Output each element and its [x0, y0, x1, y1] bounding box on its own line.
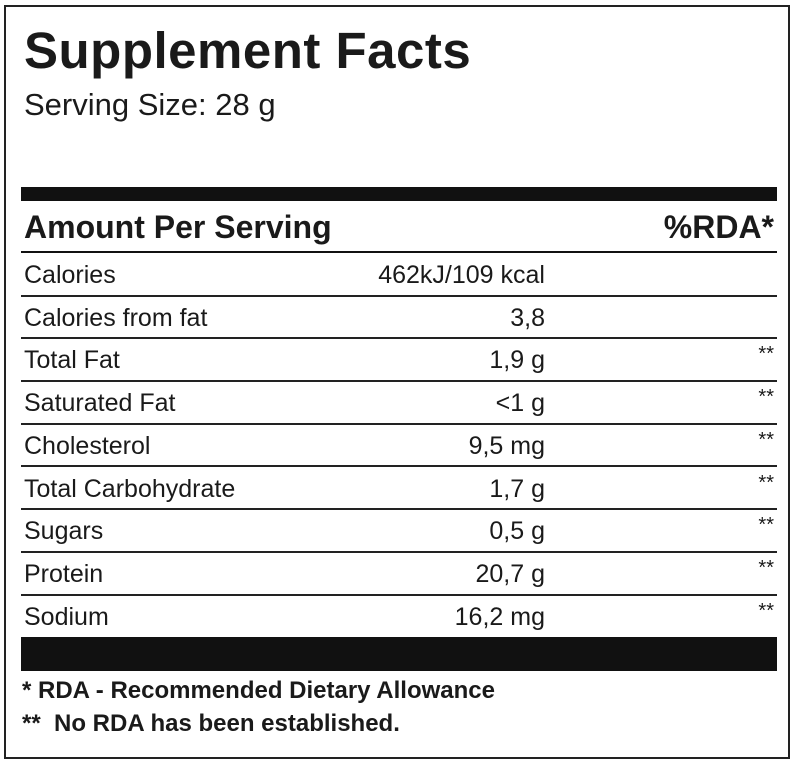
nutrient-name: Total Fat	[24, 346, 120, 375]
header-rule	[21, 251, 777, 253]
nutrient-rda: **	[758, 599, 774, 622]
nutrient-amount: 16,2 mg	[454, 602, 545, 631]
table-row: Total Fat 1,9 g **	[21, 339, 777, 383]
table-row: Calories 462kJ/109 kcal	[21, 254, 777, 297]
nutrient-rda: **	[758, 556, 774, 579]
nutrient-amount: 462kJ/109 kcal	[378, 261, 545, 289]
table-row: Saturated Fat <1 g **	[21, 382, 777, 425]
nutrient-name: Sugars	[24, 517, 104, 546]
header-amount: Amount Per Serving	[24, 209, 332, 245]
nutrient-amount: 1,7 g	[489, 474, 545, 503]
nutrient-name: Calories	[24, 261, 116, 289]
footnote: * RDA - Recommended Dietary Allowance	[22, 677, 496, 704]
table-row: Cholesterol 9,5 mg **	[21, 425, 777, 468]
nutrient-rda: **	[758, 514, 774, 537]
thick-rule	[21, 187, 777, 201]
nutrient-name: Saturated Fat	[24, 389, 176, 418]
title: Supplement Facts	[24, 22, 472, 79]
table-row: Calories from fat 3,8	[21, 297, 777, 340]
table-row: Total Carbohydrate 1,7 g **	[21, 468, 777, 511]
nutrient-rda: **	[758, 343, 774, 366]
nutrient-amount: 3,8	[510, 303, 545, 332]
table-row: Protein 20,7 g **	[21, 553, 777, 596]
nutrient-rda: **	[758, 428, 774, 451]
nutrient-amount: 1,9 g	[489, 346, 545, 375]
table-row: Sugars 0,5 g **	[21, 510, 777, 553]
nutrient-name: Sodium	[24, 602, 109, 631]
nutrient-amount: <1 g	[495, 389, 545, 418]
nutrient-name: Calories from fat	[24, 303, 208, 332]
header-rda: %RDA*	[663, 209, 774, 245]
footnote: ** No RDA has been established.	[22, 710, 400, 737]
serving-size: Serving Size: 28 g	[24, 87, 276, 122]
table-row: Sodium 16,2 mg **	[21, 596, 777, 639]
nutrient-rda: **	[758, 471, 774, 494]
nutrient-name: Total Carbohydrate	[24, 474, 236, 503]
nutrient-amount: 9,5 mg	[468, 431, 545, 460]
nutrient-name: Protein	[24, 559, 104, 588]
nutrient-name: Cholesterol	[24, 431, 151, 460]
supplement-label: Supplement Facts Serving Size: 28 g Amou…	[4, 5, 790, 759]
nutrient-rda: **	[758, 386, 774, 409]
nutrient-amount: 20,7 g	[475, 559, 545, 588]
nutrient-amount: 0,5 g	[489, 517, 545, 546]
thick-rule	[21, 637, 777, 671]
